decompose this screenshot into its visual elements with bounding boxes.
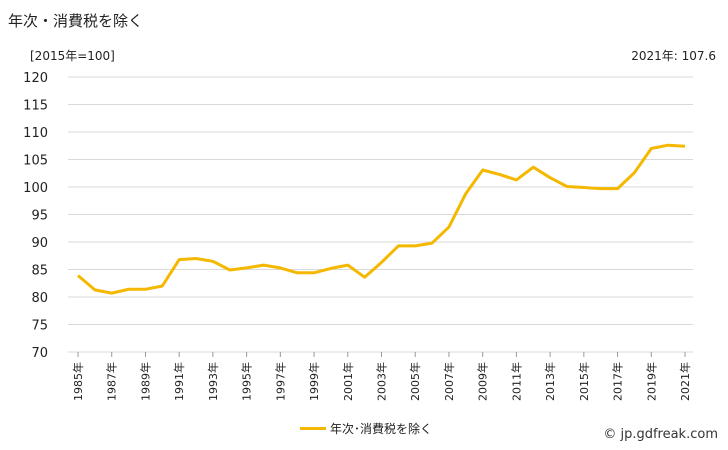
y-tick-label: 100 [23, 181, 48, 196]
x-tick-label: 1989年 [138, 362, 152, 401]
x-tick-label: 1987年 [105, 362, 119, 401]
x-tick-label: 2021年 [678, 362, 692, 401]
x-tick-label: 1995年 [240, 362, 254, 401]
x-tick-label: 2017年 [611, 362, 625, 401]
x-tick-label: 2013年 [543, 362, 557, 401]
chart-title: 年次・消費税を除く [8, 12, 144, 30]
x-tick-label: 2003年 [375, 362, 389, 401]
credit-text: © jp.gdfreak.com [603, 427, 718, 442]
x-tick-label: 1991年 [172, 362, 186, 401]
grid-lines [68, 76, 693, 353]
legend-label: 年次･消費税を除く [330, 422, 433, 436]
unit-label: [2015年=100] [30, 49, 115, 63]
x-tick-label: 2015年 [577, 362, 591, 401]
x-tick-label: 1999年 [307, 362, 321, 401]
legend: 年次･消費税を除く [300, 420, 432, 437]
x-tick-label: 2005年 [408, 362, 422, 401]
y-tick-label: 120 [23, 71, 48, 86]
y-tick-label: 95 [31, 209, 48, 224]
legend-swatch [300, 427, 326, 430]
x-tick-label: 2019年 [644, 362, 658, 401]
x-tick-label: 1985年 [71, 362, 85, 401]
y-tick-label: 80 [31, 291, 48, 306]
y-tick-label: 115 [23, 99, 48, 114]
latest-value-label: 2021年: 107.6 [631, 49, 716, 63]
x-tick-label: 1993年 [206, 362, 220, 401]
x-tick-label: 2001年 [341, 362, 355, 401]
y-tick-label: 75 [31, 319, 48, 334]
y-tick-label: 90 [31, 236, 48, 251]
series-line [77, 143, 686, 295]
y-tick-label: 105 [23, 154, 48, 169]
x-tick-label: 2009年 [476, 362, 490, 401]
x-tick-label: 1997年 [273, 362, 287, 401]
x-axis-ticks: 1985年 1987年 1989年 1991年 1993年 1995年 1997年 1999年… [71, 352, 692, 401]
y-tick-label: 85 [31, 264, 48, 279]
series-layer [77, 143, 686, 295]
x-tick-label: 2011年 [509, 362, 523, 401]
y-tick-label: 70 [31, 346, 48, 361]
y-axis-ticks: 70 75 80 85 90 95 100 105 110 115 120 [23, 71, 48, 361]
y-tick-label: 110 [23, 126, 48, 141]
x-tick-label: 2007年 [442, 362, 456, 401]
